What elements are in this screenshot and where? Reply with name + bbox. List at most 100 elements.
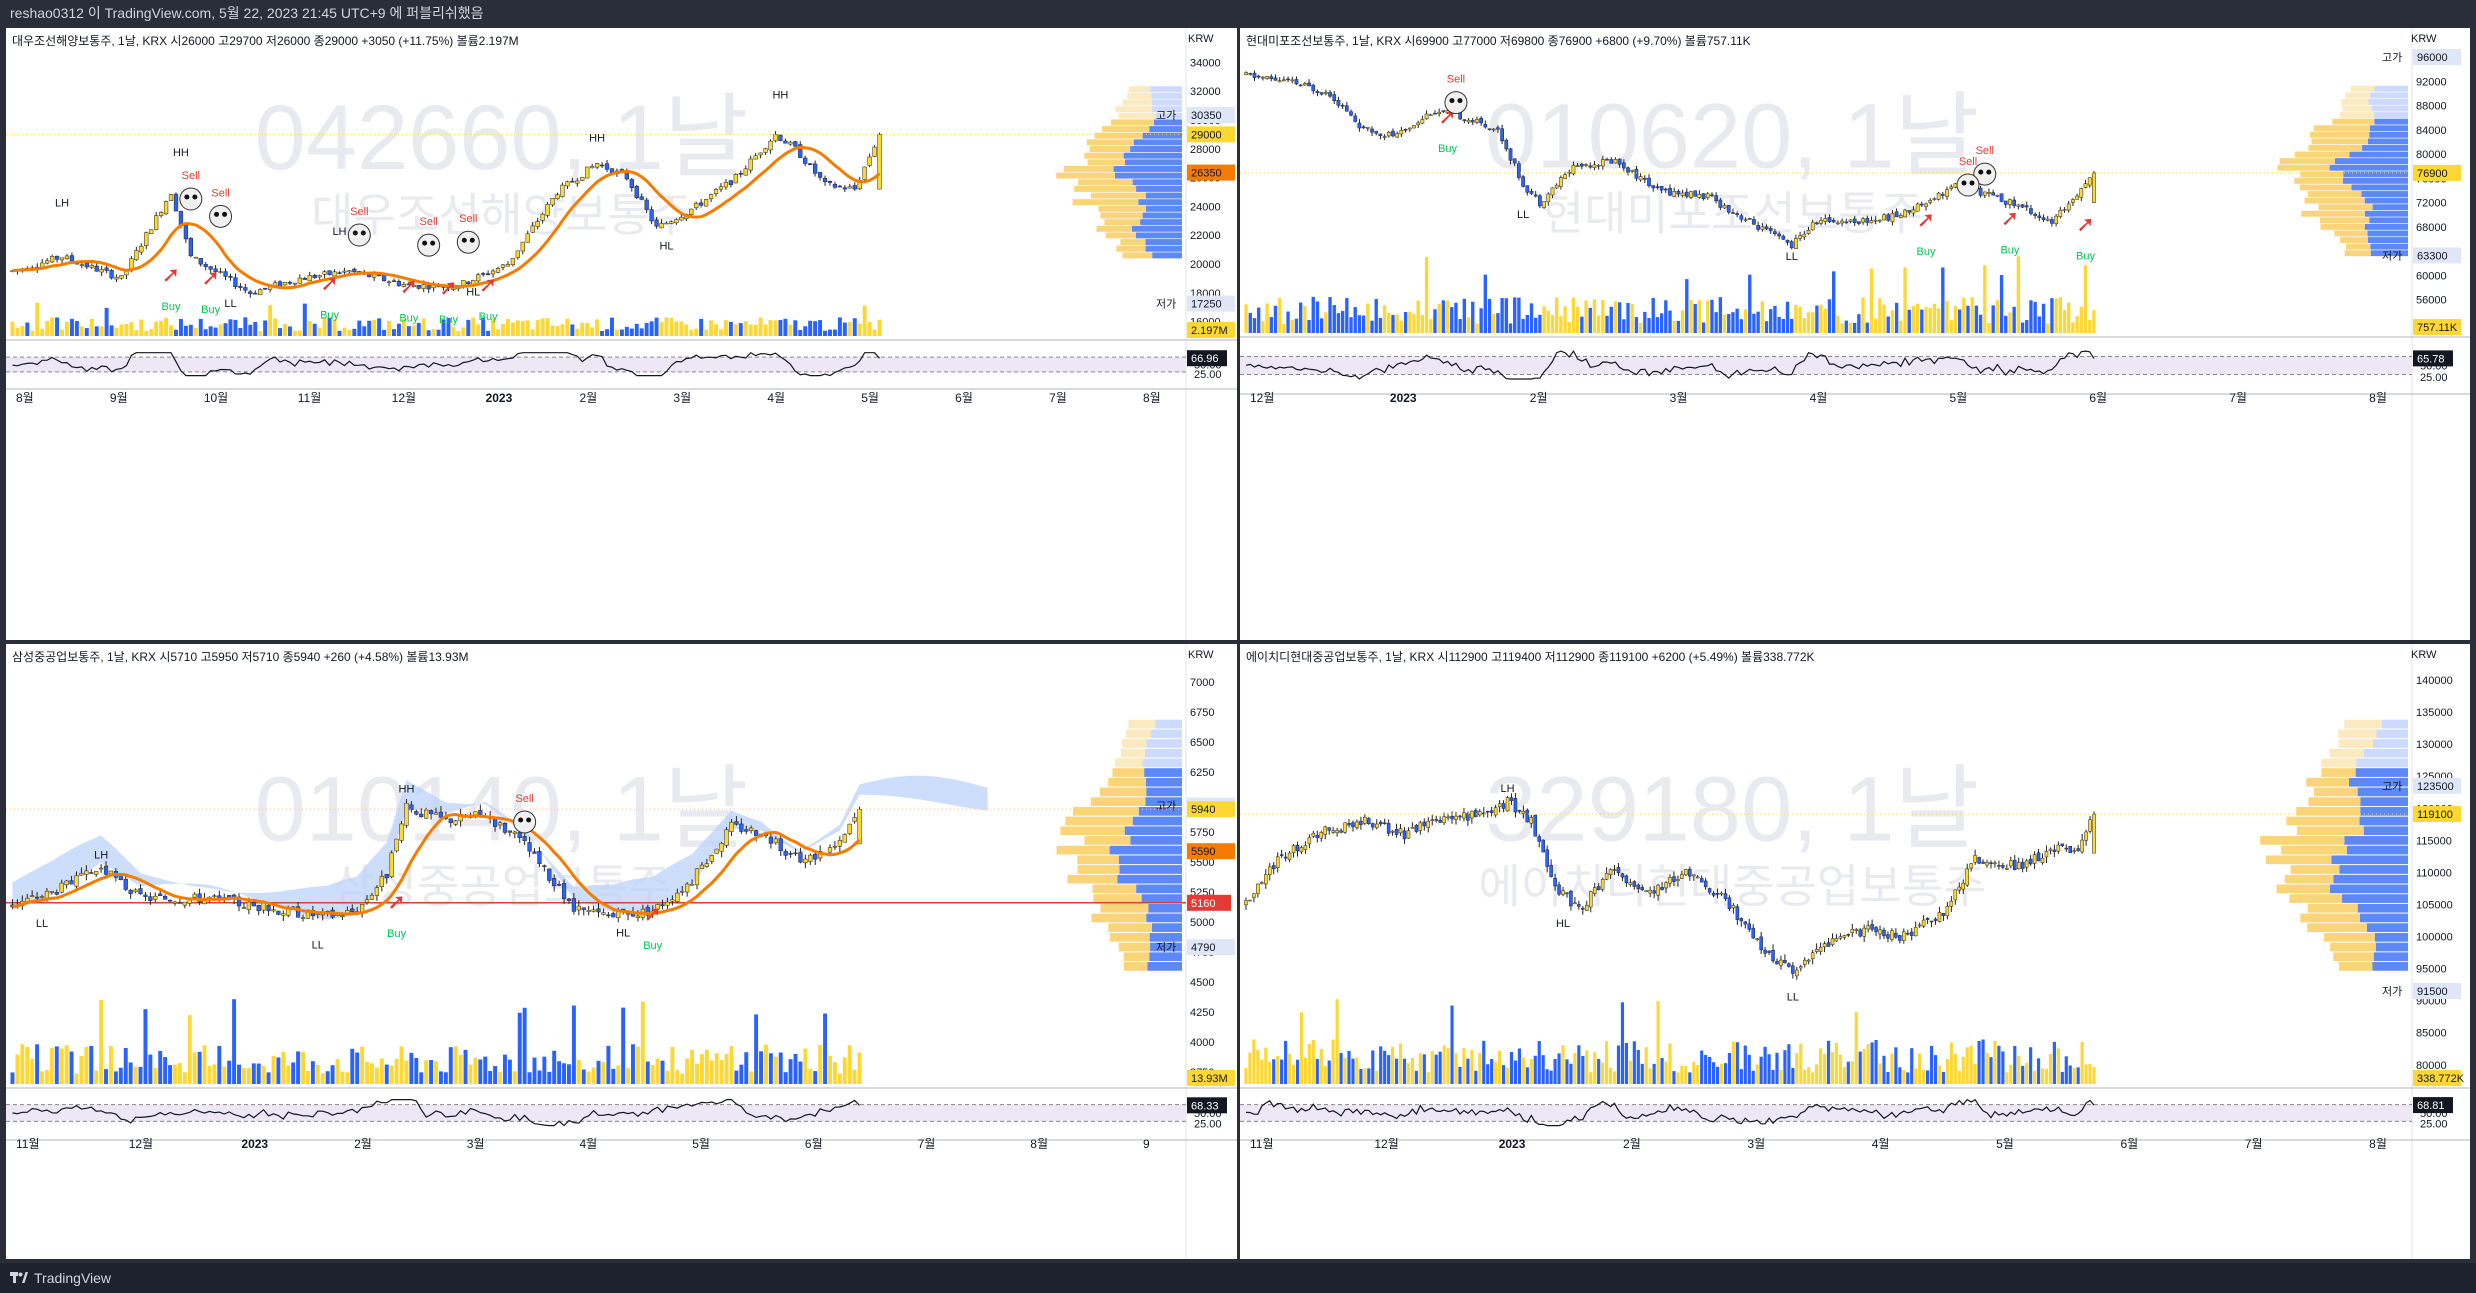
volume-bar bbox=[1630, 303, 1634, 333]
volume-bar bbox=[443, 1072, 448, 1084]
chart-panel-samsung-heavy[interactable]: 010140, 1날삼성중공업보통주7000675065006250600057… bbox=[6, 644, 1237, 1259]
volume-profile-bar bbox=[1138, 199, 1182, 206]
volume-bar bbox=[743, 321, 748, 336]
candle bbox=[2001, 865, 2005, 868]
volume-bar bbox=[10, 1072, 15, 1084]
volume-profile-bar bbox=[1149, 932, 1182, 942]
chart-panel-hd-hyundai-heavy[interactable]: 329180, 1날 에이치디현대중공업보통주 140000 135000 130000… bbox=[1240, 644, 2470, 1259]
structure-label: LH bbox=[332, 226, 346, 238]
volume-bar bbox=[1584, 300, 1588, 333]
volume-profile-bar bbox=[1151, 99, 1182, 106]
candle bbox=[192, 893, 197, 898]
structure-label: LL bbox=[1517, 209, 1529, 221]
volume-bar bbox=[1294, 318, 1299, 333]
volume-bar bbox=[1391, 1046, 1395, 1084]
skull-eye bbox=[192, 194, 198, 200]
buy-signal-label: Buy bbox=[1917, 246, 1936, 258]
candle bbox=[1929, 920, 1934, 923]
candle bbox=[832, 845, 838, 848]
volume-profile-bar bbox=[1145, 797, 1182, 806]
candle bbox=[1438, 819, 1442, 823]
volume-bar bbox=[1351, 1058, 1355, 1084]
candle bbox=[1715, 893, 1720, 895]
date-tick-label: 8월 bbox=[1030, 1137, 1048, 1151]
candle bbox=[1517, 163, 1521, 178]
volume-bar bbox=[1265, 303, 1269, 333]
candle bbox=[1932, 198, 1937, 200]
volume-bar bbox=[1521, 1057, 1525, 1084]
candle bbox=[1727, 897, 1732, 909]
chart-canvas[interactable]: 042660, 1날대우조선해양보통주340003200030000280002… bbox=[6, 28, 1237, 640]
candle bbox=[748, 158, 753, 171]
candle bbox=[1636, 884, 1641, 889]
candle bbox=[2048, 848, 2053, 851]
volume-bar bbox=[45, 321, 50, 336]
chart-canvas[interactable]: 010620, 1날현대미포조선보통주960009200088000840008… bbox=[1240, 28, 2470, 640]
skull-eye bbox=[222, 211, 228, 217]
candle bbox=[535, 221, 540, 227]
volume-bar bbox=[292, 330, 297, 336]
candle bbox=[1973, 855, 1977, 863]
candle bbox=[167, 900, 173, 902]
volume-bar bbox=[532, 1057, 537, 1084]
candle bbox=[241, 907, 247, 909]
candle bbox=[507, 830, 512, 833]
candle bbox=[522, 836, 527, 842]
candle bbox=[1961, 882, 1966, 890]
volume-bar bbox=[763, 1044, 768, 1084]
volume-bar bbox=[1307, 319, 1311, 333]
chart-canvas[interactable]: 010140, 1날삼성중공업보통주7000675065006250600057… bbox=[6, 644, 1237, 1259]
volume-bar bbox=[1589, 1072, 1593, 1084]
volume-bar bbox=[729, 1045, 734, 1084]
volume-bar bbox=[458, 1055, 463, 1084]
candle bbox=[149, 229, 154, 235]
candle bbox=[1873, 219, 1878, 222]
volume-bar bbox=[1374, 299, 1378, 333]
chart-canvas[interactable]: 329180, 1날에이치디현대중공업보통주140000135000130000… bbox=[1240, 644, 2470, 1259]
volume-bar bbox=[1557, 1053, 1561, 1084]
volume-profile-bar bbox=[2332, 118, 2375, 125]
date-tick-label: 11월 bbox=[1250, 1137, 1274, 1151]
candle bbox=[1244, 72, 1248, 76]
candle bbox=[527, 842, 532, 852]
date-tick-label: 3월 bbox=[1670, 391, 1688, 405]
volume-bar bbox=[476, 324, 481, 336]
volume-bar bbox=[1945, 1059, 1949, 1084]
volume-bar bbox=[619, 329, 624, 336]
volume-profile-bar bbox=[2381, 719, 2408, 729]
volume-bar bbox=[296, 1051, 301, 1084]
candle bbox=[2037, 215, 2042, 218]
candle bbox=[738, 173, 743, 175]
volume-bar bbox=[50, 317, 55, 336]
volume-bar bbox=[1462, 298, 1467, 333]
volume-bar bbox=[1953, 306, 1958, 333]
candle bbox=[1689, 191, 1693, 198]
volume-bar bbox=[723, 320, 728, 336]
rocket-icon: ➚ bbox=[2001, 206, 2019, 231]
candle bbox=[520, 241, 525, 252]
volume-bar bbox=[1777, 316, 1781, 333]
skull-eye bbox=[184, 194, 190, 200]
chart-panel-daewoo[interactable]: 042660, 1날대우조선해양보통주340003200030000280002… bbox=[6, 28, 1237, 640]
candle bbox=[1652, 890, 1656, 894]
candle bbox=[798, 852, 803, 863]
volume-bar bbox=[1886, 1071, 1890, 1084]
candle bbox=[2092, 172, 2096, 203]
chart-panel-hyundai-mipo[interactable]: 010620, 1날현대미포조선보통주960009200088000840008… bbox=[1240, 28, 2470, 640]
volume-bar bbox=[133, 1066, 138, 1084]
candle bbox=[466, 281, 471, 284]
volume-bar bbox=[1391, 314, 1395, 333]
volume-bar bbox=[382, 329, 387, 336]
volume-profile-bar bbox=[1123, 952, 1150, 962]
candle bbox=[1399, 130, 1404, 135]
candle bbox=[768, 140, 773, 151]
volume-profile-bar bbox=[1130, 836, 1182, 845]
volume-bar bbox=[1924, 307, 1928, 333]
candle bbox=[813, 853, 818, 860]
volume-bar bbox=[1445, 300, 1450, 333]
volume-value-badge bbox=[2413, 319, 2461, 335]
volume-bar bbox=[248, 324, 253, 336]
candle bbox=[842, 187, 847, 190]
candle bbox=[1789, 241, 1794, 249]
structure-label: LH bbox=[55, 197, 69, 209]
